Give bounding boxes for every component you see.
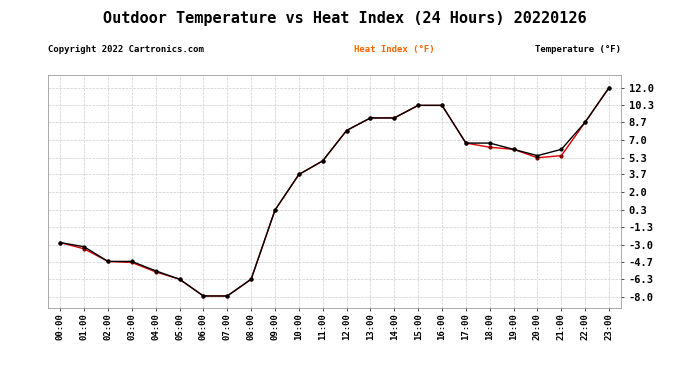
Text: Copyright 2022 Cartronics.com: Copyright 2022 Cartronics.com xyxy=(48,45,204,54)
Text: Temperature (°F): Temperature (°F) xyxy=(535,45,621,54)
Text: Outdoor Temperature vs Heat Index (24 Hours) 20220126: Outdoor Temperature vs Heat Index (24 Ho… xyxy=(104,11,586,26)
Text: Heat Index (°F): Heat Index (°F) xyxy=(354,45,435,54)
